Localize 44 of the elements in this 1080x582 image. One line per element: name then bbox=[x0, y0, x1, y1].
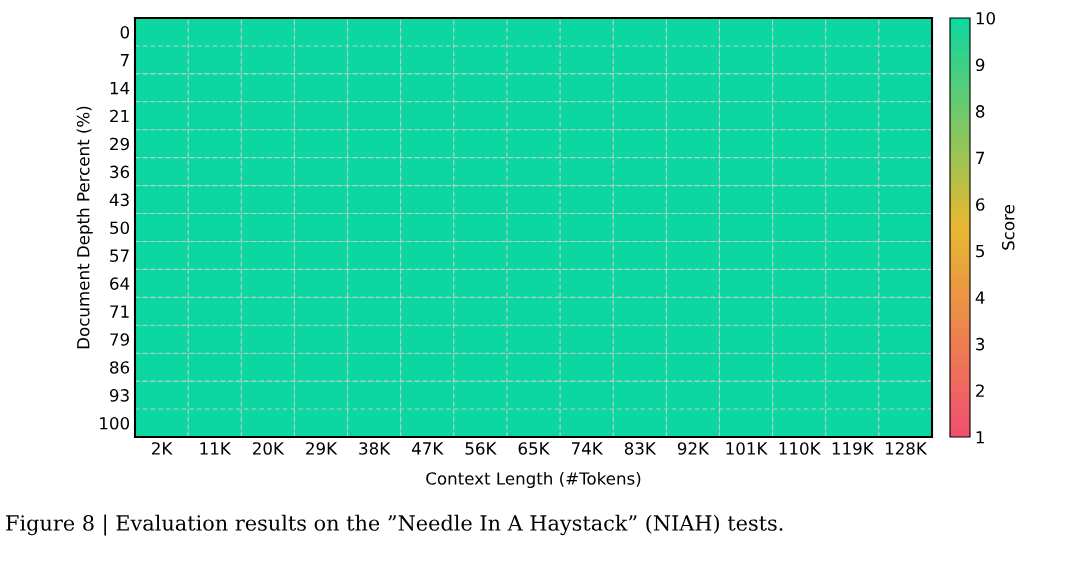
color-bar-label: 1 bbox=[976, 431, 984, 444]
y-tick-label: 79 bbox=[110, 333, 129, 346]
y-tick-label: 100 bbox=[100, 417, 130, 430]
x-tick-label: 29K bbox=[306, 442, 338, 455]
y-axis-title: Document Depth Percent (%) bbox=[76, 106, 93, 349]
y-tick-label: 71 bbox=[110, 305, 129, 318]
x-tick-label: 20K bbox=[252, 442, 285, 455]
x-tick-label: 92K bbox=[677, 442, 710, 455]
y-tick-label: 29 bbox=[110, 137, 129, 151]
x-tick-label: 2K bbox=[152, 442, 173, 455]
y-tick-label: 86 bbox=[110, 361, 130, 374]
x-axis-title: Context Length (#Tokens) bbox=[426, 471, 641, 489]
x-tick-label: 119K bbox=[832, 442, 875, 455]
color-bar-label: 5 bbox=[976, 244, 985, 258]
y-tick-label: 93 bbox=[109, 389, 129, 402]
x-tick-label: 65K bbox=[518, 442, 550, 455]
color-bar-label: 3 bbox=[976, 337, 985, 351]
y-tick-label: 14 bbox=[110, 82, 130, 95]
y-tick-label: 21 bbox=[110, 109, 129, 123]
y-tick-label: 43 bbox=[109, 193, 129, 207]
y-tick-label: 7 bbox=[120, 54, 129, 67]
x-tick-label: 74K bbox=[571, 442, 604, 455]
color-bar-label: 9 bbox=[975, 58, 985, 72]
color-bar-title: Score bbox=[1001, 205, 1015, 250]
color-bar-label: 2 bbox=[976, 384, 984, 397]
color-bar-label: 7 bbox=[976, 151, 985, 164]
color-bar-label: 8 bbox=[975, 105, 985, 118]
y-tick-label: 64 bbox=[110, 277, 130, 290]
y-tick-label: 50 bbox=[110, 221, 130, 235]
x-tick-label: 83K bbox=[624, 442, 657, 455]
y-tick-label: 0 bbox=[120, 25, 130, 39]
caption: Figure 8 | Evaluation results on the ”Needle In A Haystack” (NIAH) tests. bbox=[6, 514, 783, 536]
y-tick-label: 36 bbox=[110, 165, 130, 179]
x-tick-label: 110K bbox=[779, 442, 821, 455]
x-tick-label: 47K bbox=[411, 442, 444, 455]
x-tick-label: 11K bbox=[200, 442, 232, 455]
x-tick-label: 38K bbox=[359, 442, 391, 455]
color-bar-label: 4 bbox=[975, 291, 985, 304]
x-tick-label: 101K bbox=[726, 442, 768, 455]
color-bar-label: 10 bbox=[976, 11, 995, 25]
x-tick-label: 56K bbox=[465, 442, 497, 455]
y-tick-label: 57 bbox=[110, 249, 129, 262]
color-bar-label: 6 bbox=[976, 198, 985, 211]
x-tick-label: 128K bbox=[885, 442, 928, 455]
